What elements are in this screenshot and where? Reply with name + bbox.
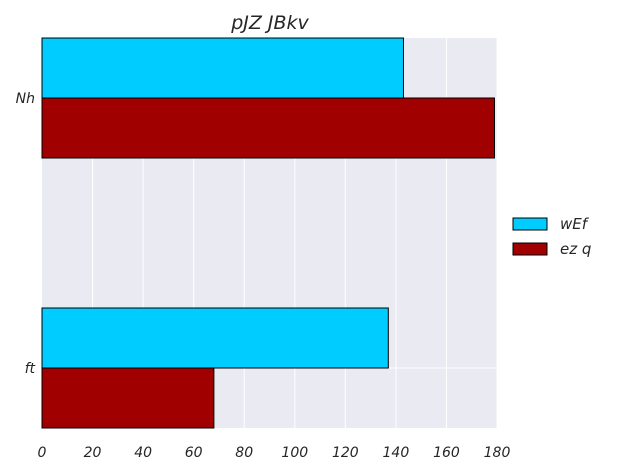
x-tick-label: 60 — [185, 445, 203, 461]
bar-nh-ez-q — [41, 97, 495, 159]
legend-label: wEf — [560, 215, 590, 233]
chart-title: pJZ JBkv — [230, 12, 309, 34]
y-tick-labels: Nh ft — [16, 91, 36, 377]
bar-nh-wef — [41, 37, 404, 99]
x-tick-labels: 0 20 40 60 80 100 120 140 160 180 — [38, 445, 511, 461]
x-tick-label: 0 — [38, 445, 47, 461]
bar-ft-wef — [41, 307, 389, 369]
legend: wEf ez q — [512, 215, 591, 258]
x-tick-label: 40 — [134, 445, 152, 461]
bar-ft-ez-q — [41, 367, 215, 429]
x-tick-label: 140 — [383, 445, 410, 461]
x-tick-label: 100 — [281, 445, 308, 461]
legend-swatch — [512, 217, 548, 231]
legend-swatch — [512, 242, 548, 256]
x-tick-label: 180 — [484, 445, 511, 461]
x-tick-label: 160 — [433, 445, 460, 461]
legend-label: ez q — [560, 240, 591, 258]
x-tick-label: 20 — [84, 445, 102, 461]
x-tick-label: 80 — [235, 445, 253, 461]
x-tick-label: 120 — [332, 445, 359, 461]
y-tick-label: Nh — [16, 91, 35, 107]
y-tick-label: ft — [25, 361, 36, 377]
bars-group — [41, 37, 495, 429]
